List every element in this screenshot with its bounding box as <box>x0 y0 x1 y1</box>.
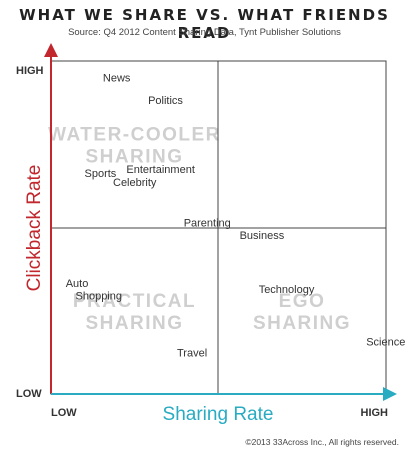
chart-subtitle: Source: Q4 2012 Content Sharing Data, Ty… <box>68 27 341 38</box>
point-label-shopping: Shopping <box>76 290 123 302</box>
quadrant-label-bottom-right-line-1: EGO <box>279 291 326 312</box>
point-label-sports: Sports <box>85 168 117 180</box>
quadrant-label-top-left-line-2: SHARING <box>85 147 183 168</box>
point-label-travel: Travel <box>177 348 207 360</box>
x-tick-low: LOW <box>51 407 77 419</box>
y-tick-high: HIGH <box>16 65 44 77</box>
point-label-auto: Auto <box>66 278 89 290</box>
x-tick-high: HIGH <box>361 407 389 419</box>
point-label-entertainment: Entertainment <box>126 164 194 176</box>
point-label-business: Business <box>240 230 285 242</box>
quadrant-label-bottom-left-line-2: SHARING <box>85 313 183 334</box>
quadrant-label-bottom-left-line-1: PRACTICAL <box>73 291 196 312</box>
y-axis-label: Clickback Rate <box>24 165 45 292</box>
chart-title: WHAT WE SHARE VS. WHAT FRIENDS READ <box>19 6 390 42</box>
point-label-politics: Politics <box>148 95 183 107</box>
quadrant-label-top-left-line-1: WATER-COOLER <box>48 125 221 146</box>
x-axis-label: Sharing Rate <box>163 404 274 425</box>
point-label-celebrity: Celebrity <box>113 177 157 189</box>
copyright-notice: ©2013 33Across Inc., All rights reserved… <box>245 437 399 447</box>
point-label-technology: Technology <box>259 284 315 296</box>
y-tick-low: LOW <box>16 388 42 400</box>
point-label-science: Science <box>366 337 405 349</box>
quadrant-label-bottom-right-line-2: SHARING <box>253 313 351 334</box>
point-label-news: News <box>103 73 131 85</box>
point-label-parenting: Parenting <box>184 218 231 230</box>
